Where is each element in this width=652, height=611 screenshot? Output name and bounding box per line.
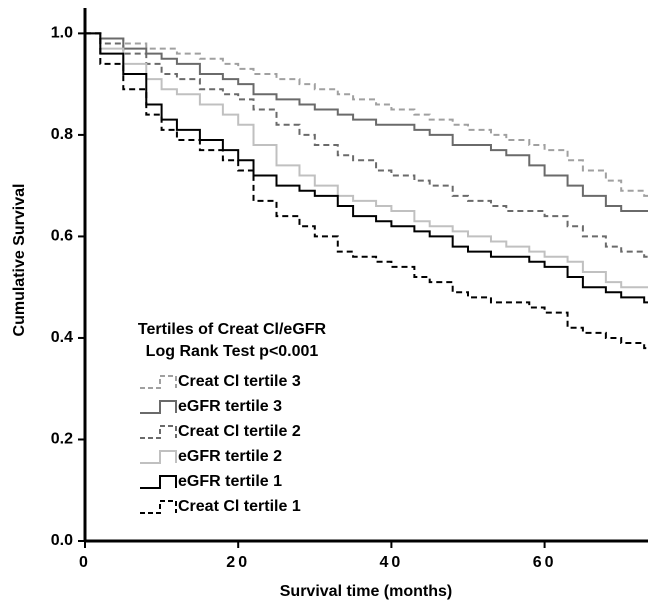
legend-title: Log Rank Test p<0.001 [146, 343, 319, 360]
x-tick-label: 60 [533, 554, 557, 571]
y-tick-label: 0.0 [51, 532, 73, 549]
survival-line [85, 32, 648, 197]
legend-label: eGFR tertile 3 [178, 398, 282, 415]
legend-label: eGFR tertile 2 [178, 448, 282, 465]
y-tick-label: 1.0 [51, 25, 73, 42]
y-tick-label: 0.2 [51, 431, 73, 448]
survival-line [85, 32, 648, 213]
x-tick-label: 40 [379, 554, 403, 571]
survival-line [85, 32, 648, 289]
legend-title: Tertiles of Creat Cl/eGFR [138, 321, 327, 338]
legend-swatch [140, 400, 177, 414]
legend-label: Creat Cl tertile 1 [178, 498, 301, 515]
x-axis-label: Survival time (months) [280, 583, 452, 600]
x-tick-label: 20 [226, 554, 250, 571]
y-axis-label: Cumulative Survival [11, 184, 28, 337]
y-tick-label: 0.4 [51, 329, 73, 346]
y-tick-label: 0.6 [51, 228, 73, 245]
legend-swatch [140, 375, 177, 389]
legend-swatch [140, 425, 177, 439]
legend-label: eGFR tertile 1 [178, 473, 282, 490]
legend-swatch [140, 450, 177, 464]
legend-swatch [140, 500, 177, 514]
legend-label: Creat Cl tertile 3 [178, 373, 301, 390]
survival-line [85, 32, 648, 258]
legend-swatch [140, 475, 177, 489]
y-tick-label: 0.8 [51, 126, 73, 143]
survival-line [85, 32, 648, 304]
survival-line [85, 32, 648, 350]
legend-label: Creat Cl tertile 2 [178, 423, 301, 440]
x-tick-label: 0 [79, 554, 91, 571]
